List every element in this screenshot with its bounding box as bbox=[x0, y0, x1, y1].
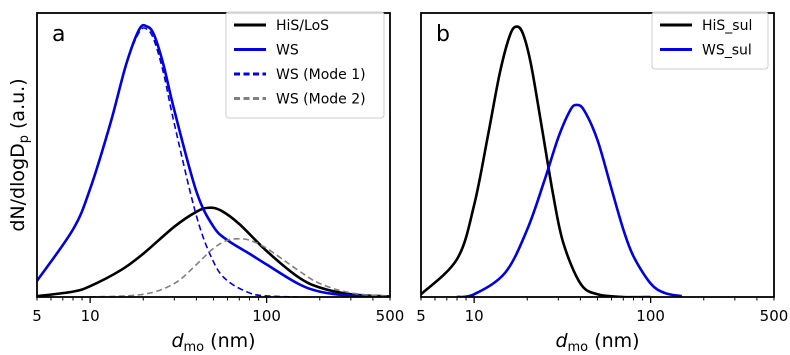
x-axis-label-subscript: mo bbox=[184, 340, 205, 355]
panel-a-y-axis-label: dN/dlogDp (a.u.) bbox=[7, 78, 32, 231]
panel-a: 5 10 100 500 a HiS/LoS WS WS (Mode 1) WS (Mode… bbox=[7, 11, 404, 355]
panel-b: 5 10 100 500 b HiS_sul WS_sul dmo (nm) bbox=[416, 11, 788, 355]
legend-label: WS (Mode 1) bbox=[276, 67, 366, 83]
legend-label: WS (Mode 2) bbox=[276, 92, 366, 108]
series-line-ws-mode-2- bbox=[90, 238, 390, 297]
x-tick-label: 500 bbox=[376, 307, 405, 325]
panel-b-frame bbox=[420, 12, 775, 298]
legend-box bbox=[225, 11, 385, 119]
panel-b-x-axis-label: dmo (nm) bbox=[555, 330, 639, 355]
panel-a-x-ticks: 5 10 100 500 bbox=[32, 297, 404, 325]
panel-a-legend: HiS/LoS WS WS (Mode 1) WS (Mode 2) bbox=[225, 11, 385, 119]
legend-label: HiS_sul bbox=[702, 18, 752, 34]
x-axis-label-main: d bbox=[555, 330, 568, 352]
panel-a-series bbox=[37, 23, 390, 297]
x-axis-label-subscript: mo bbox=[568, 340, 589, 355]
x-tick-label: 100 bbox=[636, 307, 665, 325]
panel-b-series bbox=[421, 25, 682, 297]
x-tick-label: 5 bbox=[416, 307, 426, 325]
y-axis-label-main: dN/dlogD bbox=[7, 143, 29, 231]
x-tick-label: 100 bbox=[252, 307, 281, 325]
x-axis-label-unit: (nm) bbox=[588, 330, 639, 352]
panel-b-x-ticks: 5 10 100 500 bbox=[416, 297, 788, 325]
x-tick-label: 10 bbox=[465, 307, 484, 325]
panel-b-label: b bbox=[436, 22, 450, 47]
y-axis-label-unit: (a.u.) bbox=[7, 78, 29, 135]
x-tick-label: 500 bbox=[760, 307, 789, 325]
series-line-ws-sul bbox=[456, 103, 682, 297]
legend-label: WS bbox=[276, 43, 299, 59]
y-axis-label-subscript: p bbox=[17, 135, 32, 143]
panel-a-label: a bbox=[52, 22, 65, 47]
panel-a-frame bbox=[36, 12, 391, 298]
x-tick-label: 5 bbox=[32, 307, 42, 325]
x-axis-label-unit: (nm) bbox=[204, 330, 255, 352]
panel-b-legend: HiS_sul WS_sul bbox=[651, 11, 769, 70]
legend-label: WS_sul bbox=[702, 43, 752, 59]
series-line-his-sul bbox=[421, 25, 651, 297]
series-line-his-los bbox=[37, 206, 390, 297]
panel-a-x-axis-label: dmo (nm) bbox=[171, 330, 255, 355]
legend-label: HiS/LoS bbox=[276, 18, 329, 34]
x-tick-label: 10 bbox=[81, 307, 100, 325]
x-axis-label-main: d bbox=[171, 330, 184, 352]
